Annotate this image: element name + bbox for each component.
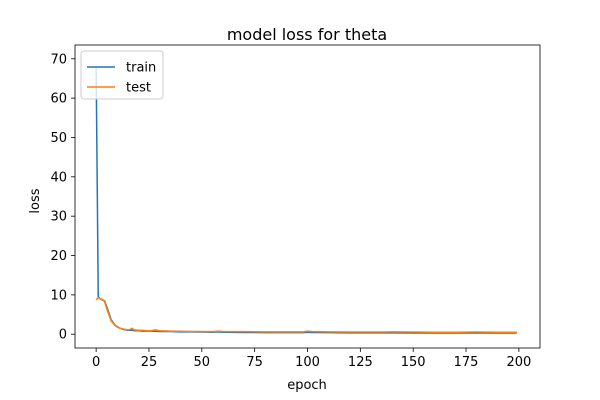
y-tick-label: 0 xyxy=(59,328,67,343)
series-line-test xyxy=(95,296,517,334)
y-tick-label: 30 xyxy=(50,210,67,225)
plot-area: 0 25 50 75 100 125 150 175 200 0 10 20 30 40 50 60 70 xyxy=(50,44,541,370)
x-tick-label: 200 xyxy=(506,355,531,370)
x-tick-label: 125 xyxy=(348,355,373,370)
legend: train test xyxy=(80,50,164,100)
x-tick-label: 175 xyxy=(454,355,479,370)
y-tick-label: 40 xyxy=(50,170,67,185)
x-axis-label: epoch xyxy=(287,378,327,393)
x-tick-label: 150 xyxy=(401,355,426,370)
y-tick-label: 70 xyxy=(50,52,67,67)
y-tick-label: 60 xyxy=(50,92,67,107)
y-tick-label: 50 xyxy=(50,131,67,146)
x-tick-label: 50 xyxy=(194,355,211,370)
x-tick-label: 75 xyxy=(246,355,263,370)
series-line-train xyxy=(95,66,517,334)
y-tick-label: 20 xyxy=(50,249,67,264)
x-tick-label: 25 xyxy=(141,355,158,370)
x-tick-label: 100 xyxy=(295,355,320,370)
chart-title: model loss for theta xyxy=(227,25,387,44)
legend-label-train: train xyxy=(126,61,156,76)
y-tick-label: 10 xyxy=(50,288,67,303)
y-axis-label: loss xyxy=(28,188,43,213)
legend-label-test: test xyxy=(126,81,151,96)
x-tick-label: 0 xyxy=(92,355,100,370)
